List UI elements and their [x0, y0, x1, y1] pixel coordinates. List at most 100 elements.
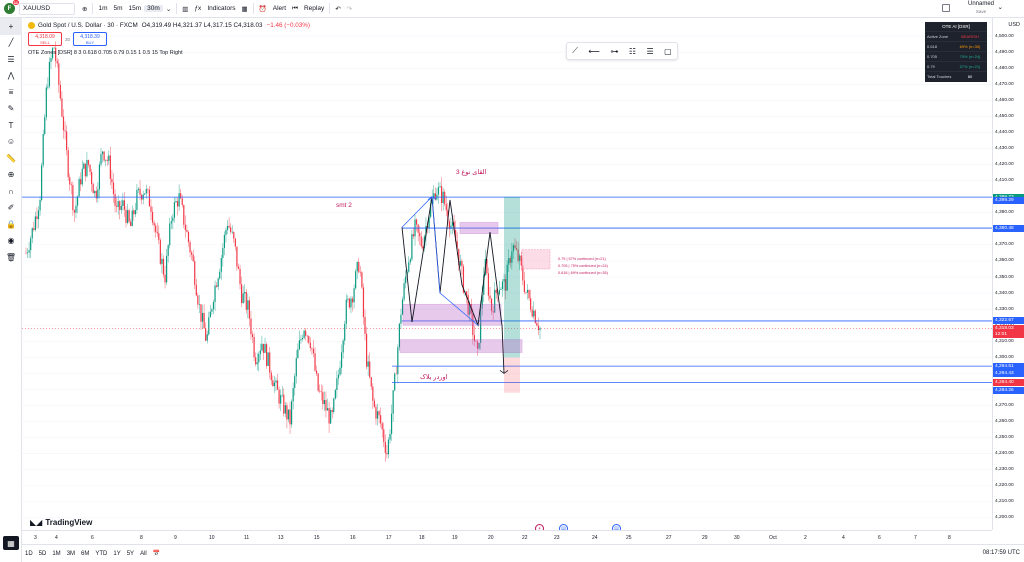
symbol-search[interactable]: XAUUSD	[19, 2, 75, 15]
candle-body	[486, 259, 488, 274]
range-1m[interactable]: 1M	[52, 550, 61, 557]
range-5d[interactable]: 5D	[38, 550, 47, 557]
indicators-icon[interactable]: ƒx	[194, 5, 202, 12]
align-tool-icon[interactable]: ☷	[628, 46, 636, 56]
range-3m[interactable]: 3M	[66, 550, 76, 557]
pattern-icon[interactable]: ⋀	[7, 71, 15, 81]
event-marker-icon[interactable]: ⚡	[535, 524, 544, 530]
candle-body	[258, 353, 260, 363]
candle-body	[33, 228, 35, 230]
price-chart[interactable]	[22, 18, 992, 530]
interval-dropdown-icon[interactable]: ⌄	[165, 5, 172, 13]
interval-15m[interactable]: 15m	[128, 5, 142, 12]
us-flag-icon[interactable]: ▤	[559, 524, 568, 530]
price-tag[interactable]: 4,284.40	[993, 378, 1024, 386]
indicators-button[interactable]: Indicators	[207, 5, 236, 12]
candle-body	[130, 221, 132, 227]
candle-body	[383, 429, 385, 442]
replay-button[interactable]: Replay	[303, 5, 325, 12]
line-tool-icon[interactable]: ⟋	[572, 46, 578, 55]
candle-body	[290, 401, 293, 425]
trendline-icon[interactable]: ╱	[8, 38, 14, 48]
ray-tool-icon[interactable]: ⟵	[588, 46, 600, 56]
chart-pane[interactable]: Gold Spot / U.S. Dollar · 30 · FXCM O4,3…	[22, 18, 992, 530]
alert-icon[interactable]: ⏰	[258, 5, 267, 13]
price-tag[interactable]: 4,322.67	[993, 317, 1024, 325]
rect-tool-icon[interactable]: ▢	[664, 46, 672, 56]
object-tree-icon[interactable]: ▦	[3, 536, 19, 550]
layout-checkbox[interactable]	[942, 4, 950, 12]
price-tick-label: 4,430.00	[995, 146, 1014, 151]
interval-5m[interactable]: 5m	[113, 5, 123, 12]
replay-icon[interactable]: ⏮	[292, 4, 298, 12]
price-tag[interactable]: 4,294.43	[993, 369, 1024, 377]
ote-stats-table: OTE AI [DSR] Active Zone BEARISH 0.618 69%…	[925, 22, 987, 82]
zoom-icon[interactable]: ⊕	[7, 170, 15, 180]
range-1d[interactable]: 1D	[25, 550, 33, 557]
candle-body	[261, 343, 263, 351]
layout-name[interactable]: Unnamed Save	[967, 1, 994, 14]
eye-icon[interactable]: ◉	[7, 236, 15, 246]
candle-body	[270, 372, 272, 381]
price-tag[interactable]: 4,399.73	[993, 193, 1024, 201]
candle-body	[205, 328, 207, 341]
lock-icon[interactable]: 🔒	[6, 219, 16, 229]
horizontal-lines-icon[interactable]: ☰	[7, 54, 15, 64]
range-ytd[interactable]: YTD	[95, 550, 108, 557]
text-icon[interactable]: T	[8, 120, 14, 130]
utc-clock[interactable]: 08:17:59 UTC	[982, 550, 1020, 556]
candle-body	[214, 285, 216, 303]
layouts-icon[interactable]: ▦	[241, 5, 248, 13]
candle-body	[375, 406, 377, 419]
time-axis[interactable]: 3 4 6 8 9 10 11 13 15 16 17 18 19 20 22 23 24 25 27 29 30 Oct…	[22, 530, 992, 544]
lock-drawing-icon[interactable]: ✐	[7, 203, 15, 213]
legend-change: −1.46 (−0.03%)	[266, 22, 310, 29]
currency-label[interactable]: USD	[1008, 22, 1020, 28]
user-avatar[interactable]: F 11	[4, 0, 19, 14]
chart-type-icon[interactable]: ▥	[182, 5, 189, 13]
redo-icon[interactable]: ↷	[346, 5, 353, 13]
table-row: 0.79 57% (n=21)	[925, 62, 987, 72]
price-tag[interactable]: 4,380.48	[993, 224, 1024, 232]
alert-button[interactable]: Alert	[272, 5, 287, 12]
price-tag[interactable]: 4,284.26	[993, 386, 1024, 394]
candle-body	[242, 293, 244, 304]
trash-icon[interactable]: 🗑	[5, 252, 17, 262]
add-symbol-icon[interactable]: ⊕	[82, 5, 88, 13]
candle-body	[364, 317, 366, 334]
layers-tool-icon[interactable]: ☰	[646, 46, 654, 56]
price-tag[interactable]: 4,399.29	[993, 197, 1024, 205]
magnet-icon[interactable]: ∩	[8, 186, 14, 196]
price-tick-label: 4,440.00	[995, 129, 1014, 135]
candle-body	[178, 193, 180, 207]
candle-body	[401, 299, 404, 315]
hline-tool-icon[interactable]: ⊶	[610, 46, 619, 56]
range-1y[interactable]: 1Y	[113, 550, 121, 557]
price-tag[interactable]: 4,294.51	[993, 362, 1024, 370]
indicator-legend[interactable]: OTE Zones [DSR] 8 3 0.618 0.705 0.79 0.1…	[28, 50, 183, 56]
undo-icon[interactable]: ↶	[335, 5, 341, 13]
interval-30m[interactable]: 30m	[144, 5, 163, 12]
date-range-icon[interactable]: 📅	[152, 551, 161, 557]
price-axis[interactable]: USD 4,500.00 4,490.00 4,480.00 4,470.00 4,46…	[992, 18, 1024, 530]
price-tag[interactable]: 4,318.03	[993, 324, 1024, 332]
us-flag-icon-2[interactable]: ▤	[612, 524, 621, 530]
candle-body	[344, 323, 346, 341]
crosshair-icon[interactable]: +	[0, 18, 22, 35]
brush-icon[interactable]: ✎	[7, 104, 15, 114]
interval-1m[interactable]: 1m	[98, 5, 108, 12]
range-all[interactable]: All	[140, 550, 147, 557]
buy-button[interactable]: 4,318.39 BUY	[73, 32, 108, 46]
emoji-icon[interactable]: ☺	[6, 137, 16, 147]
range-5y[interactable]: 5Y	[126, 550, 135, 557]
price-tag[interactable]: 12:01	[993, 331, 1024, 339]
candle-body	[473, 335, 475, 341]
order-block-box-lower	[399, 339, 523, 353]
fib-retracement-icon[interactable]: ⩸	[8, 87, 14, 97]
candle-body	[408, 262, 410, 272]
range-6m[interactable]: 6M	[81, 550, 90, 557]
layout-dropdown-icon[interactable]: ⌄	[997, 4, 1003, 11]
sell-button[interactable]: 4,318.09 SELL	[28, 32, 62, 46]
candle-body	[440, 186, 443, 203]
measure-icon[interactable]: 📏	[6, 153, 16, 163]
